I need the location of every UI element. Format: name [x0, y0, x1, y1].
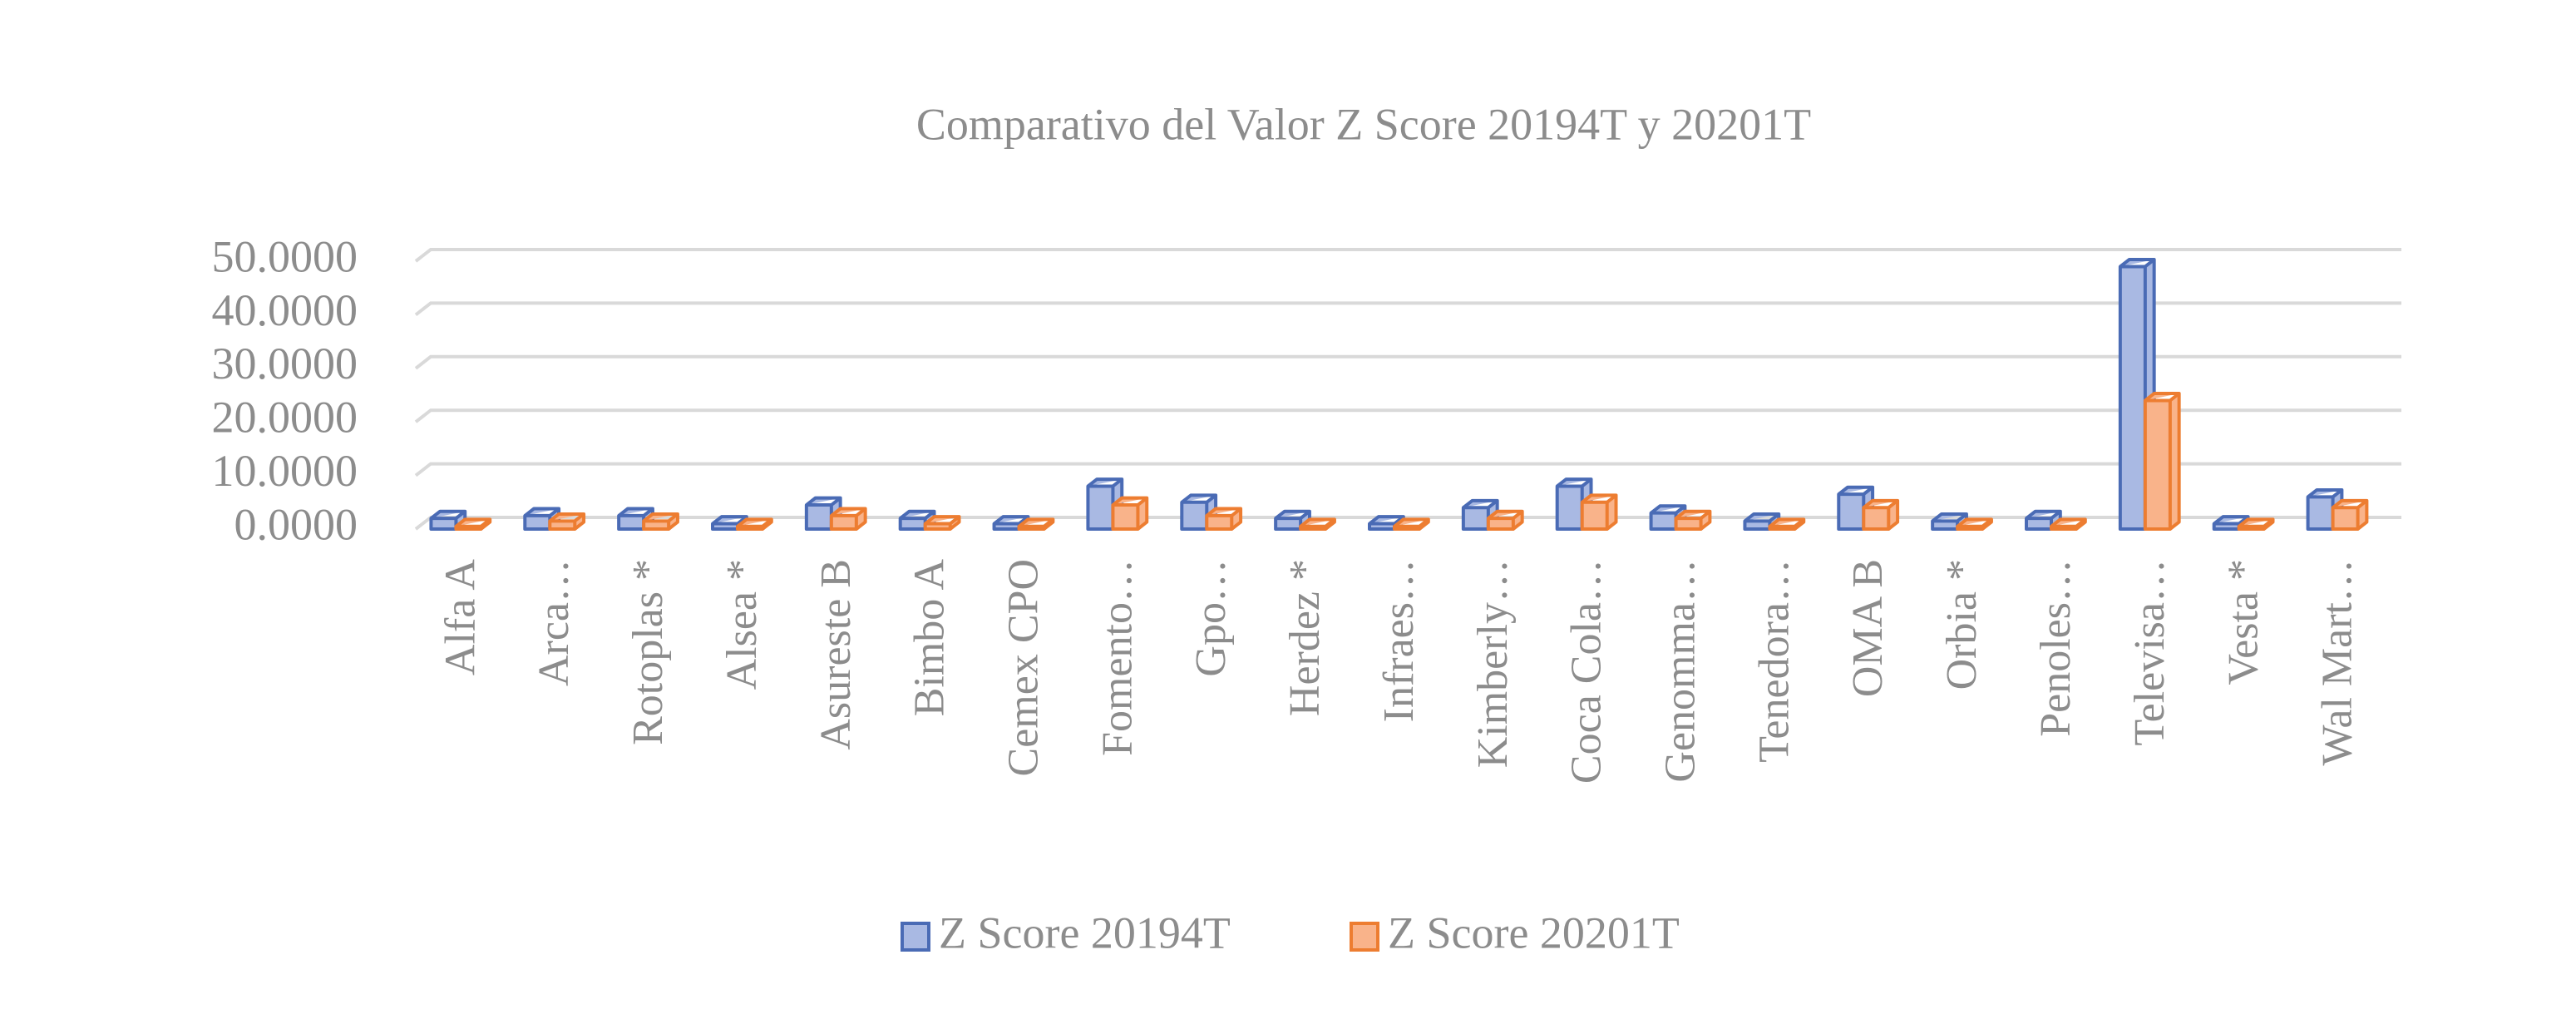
bar — [1674, 509, 1712, 531]
bar — [2331, 498, 2369, 531]
x-tick-label: Coca Cola… — [1563, 559, 1611, 784]
bar — [923, 515, 961, 531]
x-tick-label: Cemex CPO — [1000, 559, 1048, 776]
y-tick-label: 0.0000 — [234, 499, 358, 549]
grid-line — [414, 408, 2401, 423]
x-tick-label: Alfa A — [437, 559, 484, 676]
bar — [2050, 517, 2087, 531]
legend-label: Z Score 20194T — [939, 908, 1231, 957]
x-tick-label: Asureste B — [812, 559, 860, 750]
bar — [1017, 517, 1055, 531]
y-tick-label: 30.0000 — [212, 339, 358, 388]
x-tick-label: Vesta * — [2220, 559, 2268, 685]
bar — [1205, 507, 1243, 531]
grid-line — [414, 354, 2401, 370]
grid-line — [414, 248, 2401, 263]
x-tick-label: Kimberly… — [1469, 559, 1517, 768]
bar — [548, 512, 586, 531]
x-tick-label: Alsea * — [718, 559, 766, 690]
bar — [1486, 509, 1524, 531]
x-tick-label: OMA B — [1844, 559, 1892, 697]
grid-line — [414, 301, 2401, 316]
bar — [1862, 498, 1900, 531]
x-tick-label: Rotoplas * — [624, 559, 672, 745]
legend-marker — [1350, 922, 1379, 952]
x-tick-label: Televisa… — [2126, 559, 2174, 746]
bar — [454, 517, 492, 531]
x-tick-label: Orbia * — [1938, 559, 1986, 690]
bar — [1111, 496, 1149, 531]
x-tick-label: Herdez * — [1281, 559, 1329, 716]
bar — [736, 517, 773, 531]
bar — [829, 507, 867, 531]
legend-marker — [901, 922, 930, 952]
x-tick-label: Gpo… — [1187, 559, 1235, 677]
grid-line — [414, 462, 2401, 477]
x-tick-label: Tenedora… — [1750, 559, 1798, 763]
bar — [2237, 517, 2275, 531]
chart-title: Comparativo del Valor Z Score 20194T y 2… — [916, 99, 1811, 149]
x-tick-label: Arca… — [530, 559, 578, 686]
x-tick-label: Infraes… — [1375, 559, 1423, 722]
x-tick-label: Penoles… — [2032, 559, 2080, 737]
bar — [1956, 517, 1993, 531]
x-tick-label: Wal Mart… — [2314, 559, 2361, 766]
x-tick-label: Bimbo A — [906, 559, 954, 717]
x-tick-label: Fomento… — [1093, 559, 1141, 756]
bar — [1580, 493, 1618, 531]
bar — [1299, 517, 1336, 531]
legend-label: Z Score 20201T — [1388, 908, 1680, 957]
bar — [642, 512, 679, 531]
y-tick-label: 40.0000 — [212, 285, 358, 335]
bar — [1768, 517, 1806, 531]
y-tick-label: 50.0000 — [212, 231, 358, 281]
bar — [2143, 392, 2181, 531]
x-tick-label: Genomma… — [1657, 559, 1705, 783]
y-tick-label: 10.0000 — [212, 446, 358, 496]
bar — [1393, 517, 1430, 531]
y-tick-label: 20.0000 — [212, 393, 358, 443]
